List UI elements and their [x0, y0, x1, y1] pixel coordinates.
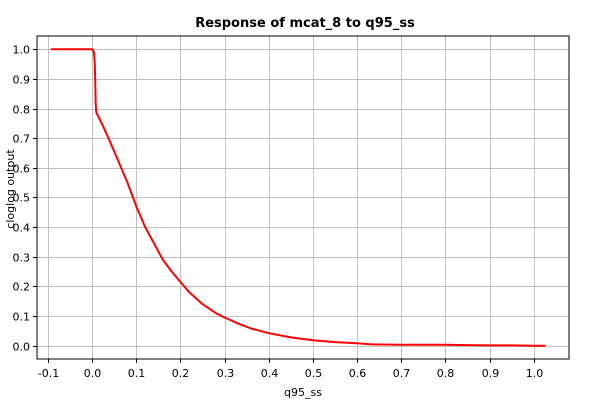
x-tick-label: -0.1	[38, 367, 59, 380]
y-tick-label: 0.6	[13, 163, 31, 176]
x-tick-label: 0.6	[349, 367, 367, 380]
tick-layer: -0.1 0.0 0.1 0.2 0.3 0.4 0.5 0.6 0.7 0.8 0.9 1.0 0.0…	[13, 44, 544, 381]
x-tick-label: 0.5	[305, 367, 323, 380]
y-tick-label: 0.2	[13, 281, 31, 294]
x-tick-label: 0.7	[393, 367, 411, 380]
y-axis-label: cloglog output	[4, 149, 17, 229]
y-tick-label: 0.4	[13, 222, 31, 235]
x-tick-label: 0.0	[84, 367, 102, 380]
x-tick-label: 0.8	[437, 367, 455, 380]
x-tick-label: 0.4	[261, 367, 279, 380]
y-tick-label: 0.3	[13, 252, 31, 265]
series-layer	[50, 48, 546, 347]
y-tick-label: 0.5	[13, 192, 31, 205]
response-curve	[50, 48, 546, 347]
x-axis-label: q95_ss	[284, 386, 322, 399]
grid-layer	[37, 36, 569, 359]
x-tick-label: 0.3	[217, 367, 235, 380]
y-tick-label: 0.9	[13, 74, 31, 87]
y-tick-label: 0.0	[13, 341, 31, 354]
x-tick-label: 0.2	[172, 367, 190, 380]
y-tick-label: 0.1	[13, 311, 31, 324]
x-tick-label: 1.0	[526, 367, 544, 380]
y-tick-label: 0.8	[13, 104, 31, 117]
x-tick-label: 0.9	[482, 367, 500, 380]
y-tick-label: 0.7	[13, 133, 31, 146]
chart-title: Response of mcat_8 to q95_ss	[195, 16, 415, 31]
y-tick-label: 1.0	[13, 44, 31, 57]
x-tick-label: 0.1	[128, 367, 146, 380]
